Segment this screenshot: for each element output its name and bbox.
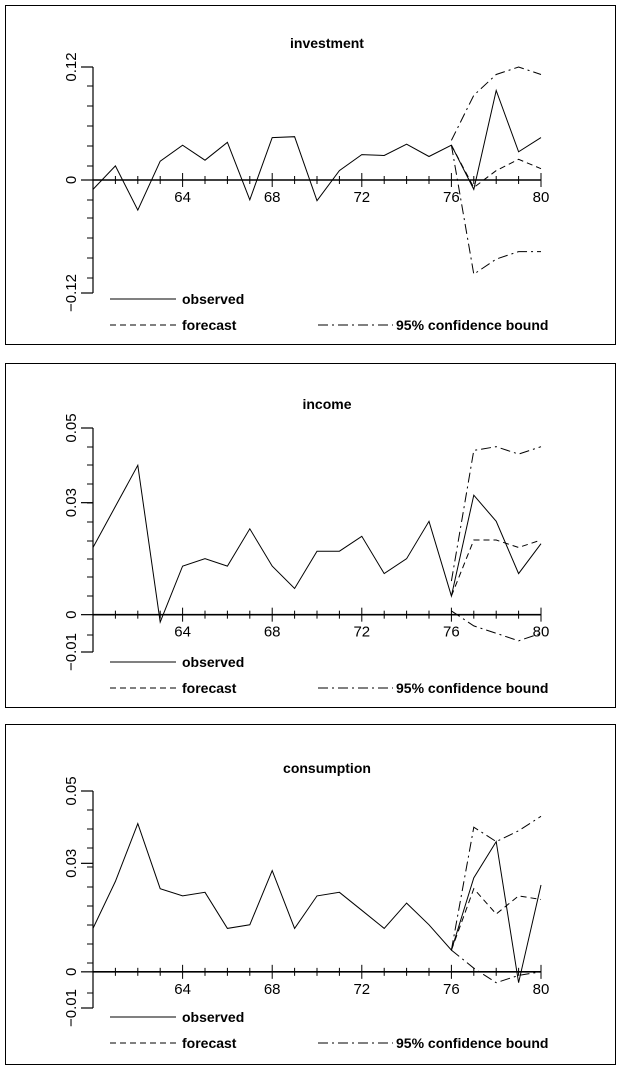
series-dashdot-line	[450, 815, 542, 951]
series-solid-line	[92, 822, 542, 983]
series-dashdot-line	[451, 949, 542, 984]
x-tick-label: 68	[264, 189, 281, 206]
chart-title: income	[302, 396, 351, 412]
legend-observed-label: observed	[182, 654, 244, 670]
x-tick-label: 64	[174, 981, 191, 998]
series-dashdot-line	[450, 446, 542, 582]
legend: observed forecast 95% confidence bound	[110, 291, 548, 333]
series-solid-line	[92, 88, 542, 212]
series-dashdot-line	[450, 145, 541, 276]
x-tick-label: 72	[353, 981, 370, 998]
legend-bound-label: 95% confidence bound	[396, 317, 548, 333]
chart-svg: income 0.05 0.03 0 −0.01 64 68 72 76 80 observed fo…	[63, 396, 550, 696]
y-tick-label: −0.01	[63, 989, 80, 1027]
x-tick-label: 68	[264, 981, 281, 998]
legend: observed forecast 95% confidence bound	[110, 1009, 548, 1051]
y-tick-label: 0.05	[63, 776, 80, 805]
chart-svg: consumption 0.05 0.03 0 −0.01 64 68 72 76 80 obser…	[63, 760, 550, 1051]
legend-observed-label: observed	[182, 291, 244, 307]
legend-forecast-label: forecast	[182, 317, 237, 333]
investment-chart-panel: investment 0.12 0 −0.12 64 68 72 76 80 observed fo…	[5, 5, 616, 345]
x-tick-label: 76	[443, 189, 460, 206]
y-tick-label: −0.12	[63, 274, 80, 312]
x-tick-label: 80	[533, 981, 550, 998]
x-tick-label: 72	[353, 189, 370, 206]
series-dashed-line	[450, 887, 542, 951]
y-tick-label: 0.03	[63, 849, 80, 878]
y-tick-label: 0	[63, 968, 80, 976]
y-tick-label: −0.01	[63, 633, 80, 671]
x-tick-label: 68	[264, 624, 281, 641]
legend-observed-label: observed	[182, 1009, 244, 1025]
chart-title: investment	[290, 35, 364, 51]
y-tick-label: 0	[63, 610, 80, 618]
consumption-chart-panel: consumption 0.05 0.03 0 −0.01 64 68 72 76 80 obser…	[5, 724, 616, 1065]
legend-bound-label: 95% confidence bound	[396, 1035, 548, 1051]
chart-svg: investment 0.12 0 −0.12 64 68 72 76 80 observed fo…	[63, 35, 550, 333]
y-tick-label: 0.05	[63, 413, 80, 442]
x-tick-label: 80	[533, 189, 550, 206]
x-tick-label: 72	[353, 624, 370, 641]
y-tick-label: 0.03	[63, 488, 80, 517]
legend-forecast-label: forecast	[182, 680, 237, 696]
y-tick-label: 0	[63, 176, 80, 184]
legend: observed forecast 95% confidence bound	[110, 654, 548, 696]
series-dashdot-line	[450, 66, 542, 141]
legend-bound-label: 95% confidence bound	[396, 680, 548, 696]
x-tick-label: 76	[443, 981, 460, 998]
x-tick-label: 76	[443, 624, 460, 641]
income-chart-panel: income 0.05 0.03 0 −0.01 64 68 72 76 80 observed fo…	[5, 363, 616, 708]
series-dashed-line	[450, 144, 542, 189]
series-dashed-line	[450, 539, 542, 597]
series-solid-line	[92, 463, 542, 625]
x-tick-label: 64	[174, 624, 191, 641]
x-tick-label: 80	[533, 624, 550, 641]
y-tick-label: 0.12	[63, 52, 80, 81]
x-tick-label: 64	[174, 189, 191, 206]
series-dashdot-line	[451, 610, 542, 642]
legend-forecast-label: forecast	[182, 1035, 237, 1051]
chart-title: consumption	[283, 760, 371, 776]
